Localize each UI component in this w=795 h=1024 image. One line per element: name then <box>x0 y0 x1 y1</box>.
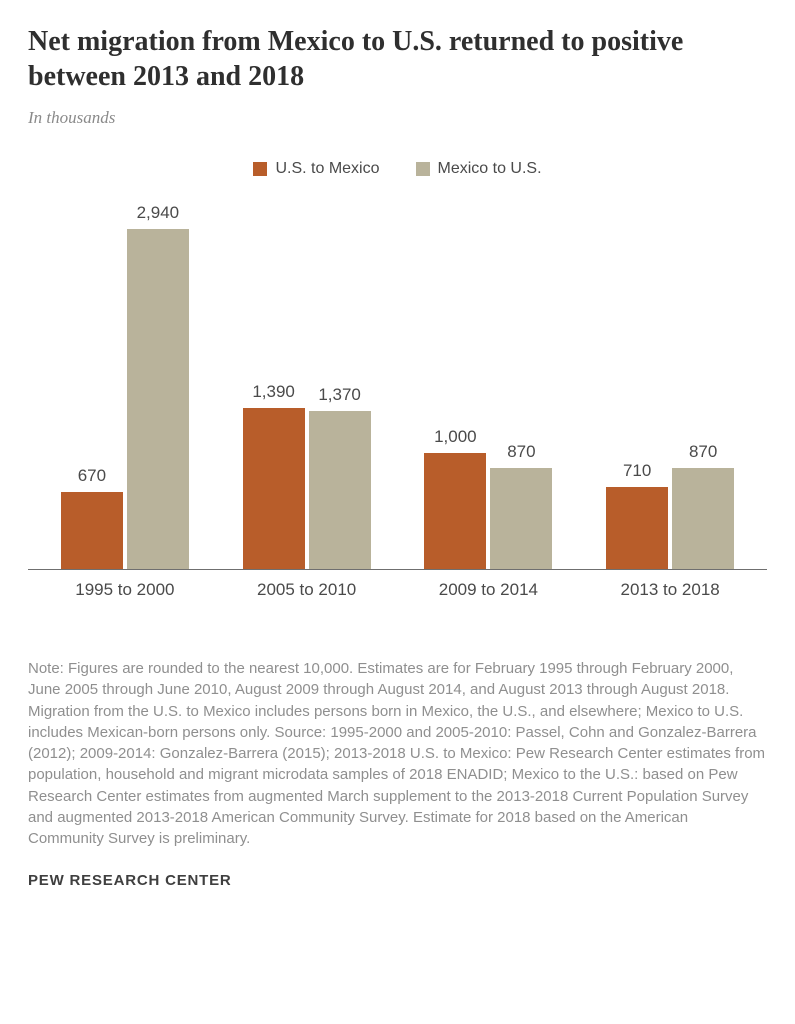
bar-mexico-to-us <box>490 468 552 569</box>
bar-chart: 670 2,940 1,390 1,370 1,000 870 710 870 <box>28 200 767 570</box>
bar-wrap: 1,000 <box>424 427 486 569</box>
legend-swatch-a <box>253 162 267 176</box>
x-axis-label: 1995 to 2000 <box>34 580 216 600</box>
bar-value-label: 1,390 <box>252 382 295 402</box>
bar-value-label: 1,000 <box>434 427 477 447</box>
legend-item-us-to-mexico: U.S. to Mexico <box>253 160 379 178</box>
bar-mexico-to-us <box>127 229 189 569</box>
x-axis: 1995 to 20002005 to 20102009 to 20142013… <box>28 580 767 600</box>
bar-value-label: 1,370 <box>318 385 361 405</box>
chart-subtitle: In thousands <box>28 108 767 128</box>
bar-wrap: 710 <box>606 461 668 569</box>
bar-value-label: 710 <box>623 461 651 481</box>
bar-wrap: 1,390 <box>243 382 305 569</box>
bar-group: 1,390 1,370 <box>216 382 398 569</box>
bar-value-label: 870 <box>507 442 535 462</box>
legend-label-b: Mexico to U.S. <box>438 160 542 178</box>
bar-value-label: 2,940 <box>137 203 180 223</box>
bar-us-to-mexico <box>606 487 668 569</box>
bar-group: 1,000 870 <box>398 427 580 569</box>
chart-note: Note: Figures are rounded to the nearest… <box>28 658 767 850</box>
bar-us-to-mexico <box>243 408 305 569</box>
bar-us-to-mexico <box>61 492 123 569</box>
bar-wrap: 1,370 <box>309 385 371 569</box>
legend-label-a: U.S. to Mexico <box>275 160 379 178</box>
bar-group: 670 2,940 <box>34 203 216 569</box>
bar-mexico-to-us <box>309 411 371 569</box>
chart-title: Net migration from Mexico to U.S. return… <box>28 24 767 94</box>
bar-wrap: 870 <box>672 442 734 569</box>
bar-wrap: 870 <box>490 442 552 569</box>
bar-value-label: 870 <box>689 442 717 462</box>
x-axis-label: 2013 to 2018 <box>579 580 761 600</box>
bar-group: 710 870 <box>579 442 761 569</box>
x-axis-label: 2009 to 2014 <box>398 580 580 600</box>
x-axis-label: 2005 to 2010 <box>216 580 398 600</box>
legend: U.S. to Mexico Mexico to U.S. <box>28 160 767 178</box>
bar-wrap: 2,940 <box>127 203 189 569</box>
bar-value-label: 670 <box>78 466 106 486</box>
bar-wrap: 670 <box>61 466 123 569</box>
legend-item-mexico-to-us: Mexico to U.S. <box>416 160 542 178</box>
bar-mexico-to-us <box>672 468 734 569</box>
bar-us-to-mexico <box>424 453 486 569</box>
legend-swatch-b <box>416 162 430 176</box>
source-footer: PEW RESEARCH CENTER <box>28 872 767 889</box>
